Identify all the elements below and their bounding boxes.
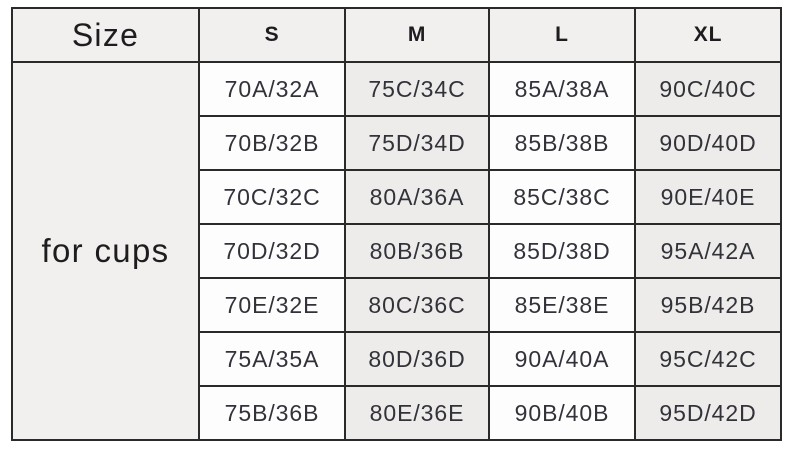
size-cell-m-3: 80A/36A	[346, 171, 488, 223]
size-cell-s-1: 70A/32A	[200, 63, 344, 115]
size-cell-xl-7: 95D/42D	[636, 387, 780, 439]
size-cell-s-5: 70E/32E	[200, 279, 344, 331]
column-header-xl: XL	[636, 9, 780, 61]
size-cell-l-2: 85B/38B	[490, 117, 634, 169]
size-cell-xl-3: 90E/40E	[636, 171, 780, 223]
column-header-m: M	[346, 9, 488, 61]
size-cell-l-1: 85A/38A	[490, 63, 634, 115]
size-cell-l-7: 90B/40B	[490, 387, 634, 439]
size-cell-m-4: 80B/36B	[346, 225, 488, 277]
size-cell-xl-4: 95A/42A	[636, 225, 780, 277]
size-cell-m-1: 75C/34C	[346, 63, 488, 115]
size-cell-s-2: 70B/32B	[200, 117, 344, 169]
column-header-s: S	[200, 9, 344, 61]
size-chart-table: Size S M L XL for cups 70A/32A 75C/34C 8…	[11, 7, 782, 441]
size-cell-l-3: 85C/38C	[490, 171, 634, 223]
size-cell-l-6: 90A/40A	[490, 333, 634, 385]
size-cell-xl-5: 95B/42B	[636, 279, 780, 331]
size-cell-s-4: 70D/32D	[200, 225, 344, 277]
size-cell-m-7: 80E/36E	[346, 387, 488, 439]
size-cell-xl-2: 90D/40D	[636, 117, 780, 169]
size-cell-m-5: 80C/36C	[346, 279, 488, 331]
size-cell-s-7: 75B/36B	[200, 387, 344, 439]
column-header-l: L	[490, 9, 634, 61]
size-header-cell: Size	[13, 9, 198, 61]
size-cell-m-2: 75D/34D	[346, 117, 488, 169]
size-cell-l-5: 85E/38E	[490, 279, 634, 331]
size-cell-s-6: 75A/35A	[200, 333, 344, 385]
row-group-label-for-cups: for cups	[13, 63, 198, 439]
size-cell-xl-1: 90C/40C	[636, 63, 780, 115]
size-cell-l-4: 85D/38D	[490, 225, 634, 277]
size-cell-m-6: 80D/36D	[346, 333, 488, 385]
size-cell-xl-6: 95C/42C	[636, 333, 780, 385]
size-cell-s-3: 70C/32C	[200, 171, 344, 223]
